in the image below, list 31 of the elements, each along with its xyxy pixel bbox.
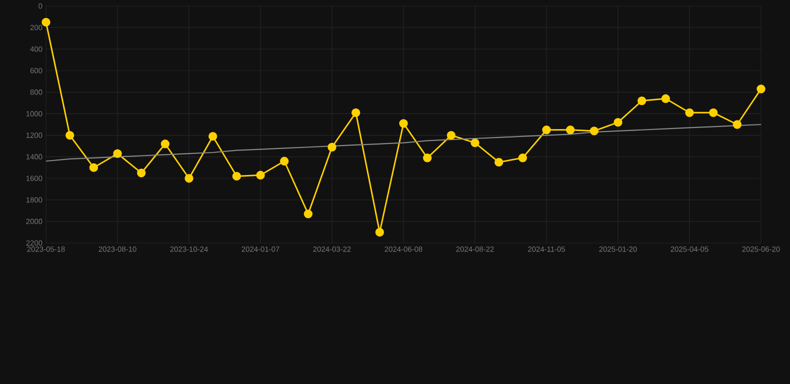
point [709, 108, 718, 117]
point [423, 154, 432, 162]
point [42, 18, 50, 26]
point [232, 172, 242, 181]
point [614, 118, 622, 127]
point [638, 96, 646, 106]
point [66, 130, 74, 140]
point [113, 149, 122, 158]
point [89, 163, 98, 172]
point [137, 168, 146, 178]
point [542, 126, 551, 134]
point [756, 84, 766, 94]
point [304, 210, 313, 218]
point [518, 154, 528, 162]
point [399, 119, 408, 128]
point [661, 94, 670, 103]
point [352, 108, 360, 117]
point [446, 130, 456, 140]
point [208, 132, 218, 141]
point [375, 228, 384, 237]
point [494, 158, 504, 167]
point [184, 174, 194, 183]
point [566, 126, 575, 134]
point [328, 142, 336, 152]
point [732, 120, 742, 129]
point [256, 170, 265, 180]
point [280, 156, 289, 166]
point [685, 108, 694, 117]
point [470, 138, 480, 148]
point [160, 140, 170, 148]
point [590, 126, 599, 136]
